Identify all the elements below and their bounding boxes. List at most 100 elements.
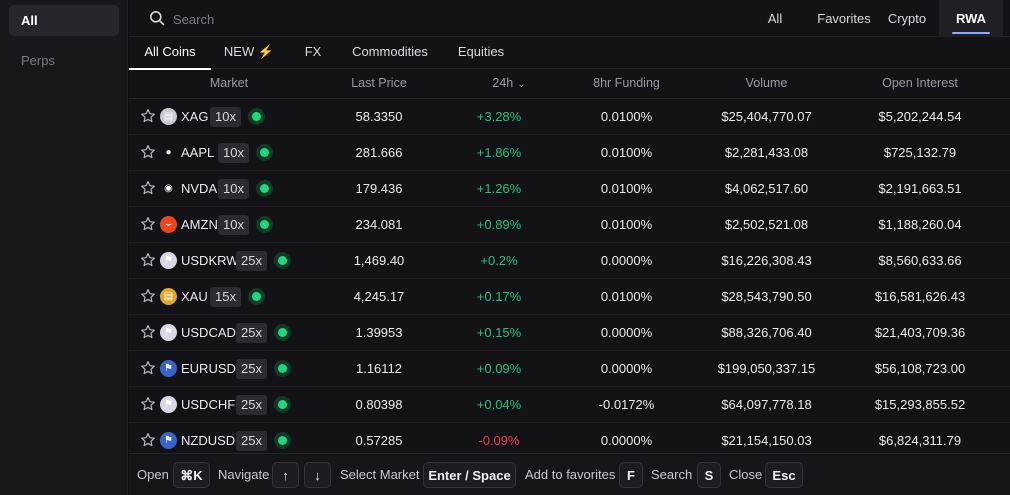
subtab-new[interactable]: NEW ⚡ xyxy=(223,44,275,59)
open-interest: $725,132.79 xyxy=(883,145,957,160)
arrow-up-key: ↑ xyxy=(272,462,299,488)
column-header-funding[interactable]: 8hr Funding xyxy=(593,76,660,90)
leverage-badge: 25x xyxy=(236,323,267,343)
market-symbol: AMZN xyxy=(181,217,218,232)
market-row[interactable]: ▤ XAU 15x 4,245.17 +0.17% 0.0100% $28,543,790.… xyxy=(129,279,1010,315)
search-input[interactable] xyxy=(173,9,613,29)
column-header-open-interest[interactable]: Open Interest xyxy=(882,76,958,90)
market-symbol: USDCHF xyxy=(181,397,236,412)
volume: $2,502,521.08 xyxy=(724,217,809,232)
star-icon[interactable] xyxy=(140,180,156,196)
volume: $28,543,790.50 xyxy=(721,289,812,304)
search-icon xyxy=(150,11,165,26)
leverage-badge: 25x xyxy=(236,359,267,379)
leverage-badge: 25x xyxy=(236,395,267,415)
last-price: 0.80398 xyxy=(355,397,403,412)
star-icon[interactable] xyxy=(140,108,156,124)
change-24h: +1.86% xyxy=(476,145,522,160)
open-interest: $16,581,626.43 xyxy=(874,289,966,304)
market-symbol: XAG xyxy=(181,109,209,124)
tab-all[interactable]: All xyxy=(767,11,783,26)
shortcut-close-label: Close xyxy=(729,467,763,482)
change-24h: -0.09% xyxy=(478,433,520,448)
nzd-usd-flag-icon: ⚑ xyxy=(160,432,177,449)
keyboard-shortcuts-footer: Open ⌘K Navigate ↑ ↓ Select Market Enter… xyxy=(129,453,1010,495)
header-divider xyxy=(129,98,1010,99)
column-header-volume[interactable]: Volume xyxy=(745,76,788,90)
volume: $88,326,706.40 xyxy=(721,325,812,340)
funding-rate: 0.0000% xyxy=(600,361,653,376)
last-price: 281.666 xyxy=(355,145,403,160)
volume: $16,226,308.43 xyxy=(721,253,812,268)
volume: $2,281,433.08 xyxy=(724,145,809,160)
last-price: 1.39953 xyxy=(355,325,403,340)
market-row[interactable]: ⌣ AMZN 10x 234.081 +0.89% 0.0100% $2,502,521.0… xyxy=(129,207,1010,243)
usd-chf-flag-icon: ⚑ xyxy=(160,396,177,413)
last-price: 1.16112 xyxy=(355,361,403,376)
search-bar: All Favorites Crypto RWA xyxy=(129,0,1010,37)
market-row[interactable]: ⚑ USDCAD 25x 1.39953 +0.15% 0.0000% $88,326,70… xyxy=(129,315,1010,351)
silver-icon: ▤ xyxy=(160,108,177,125)
funding-rate: 0.0100% xyxy=(600,217,653,232)
funding-rate: 0.0100% xyxy=(600,289,653,304)
sidebar-item-all[interactable]: All xyxy=(9,5,119,36)
subtab-commodities[interactable]: Commodities xyxy=(352,44,428,59)
chevron-down-icon: ⌄ xyxy=(517,79,526,90)
shortcut-select-key: Enter / Space xyxy=(423,462,516,488)
market-symbol: NZDUSD xyxy=(181,433,236,448)
live-status-dot xyxy=(274,432,291,449)
star-icon[interactable] xyxy=(140,324,156,340)
funding-rate: 0.0000% xyxy=(600,325,653,340)
market-row[interactable]: ⚑ USDKRW 25x 1,469.40 +0.2% 0.0000% $16,226,30… xyxy=(129,243,1010,279)
star-icon[interactable] xyxy=(140,396,156,412)
last-price: 4,245.17 xyxy=(353,289,405,304)
apple-icon: ● xyxy=(160,144,177,161)
column-header-last-price[interactable]: Last Price xyxy=(351,76,407,90)
volume: $199,050,337.15 xyxy=(717,361,816,376)
last-price: 58.3350 xyxy=(355,109,403,124)
market-row[interactable]: ⚑ NZDUSD 25x 0.57285 -0.09% 0.0000% $21,154,15… xyxy=(129,423,1010,459)
shortcut-open-key: ⌘K xyxy=(173,462,210,488)
star-icon[interactable] xyxy=(140,360,156,376)
volume: $64,097,778.18 xyxy=(721,397,812,412)
market-row[interactable]: ⚑ EURUSD 25x 1.16112 +0.09% 0.0000% $199,050,3… xyxy=(129,351,1010,387)
volume: $25,404,770.07 xyxy=(721,109,812,124)
tab-favorites[interactable]: Favorites xyxy=(817,11,871,26)
last-price: 234.081 xyxy=(355,217,403,232)
shortcut-favorite-key: F xyxy=(619,462,643,488)
star-icon[interactable] xyxy=(140,432,156,448)
live-status-dot xyxy=(248,108,265,125)
subtab-equities[interactable]: Equities xyxy=(457,44,505,59)
open-interest: $2,191,663.51 xyxy=(878,181,962,196)
open-interest: $1,188,260.04 xyxy=(878,217,962,232)
live-status-dot xyxy=(274,252,291,269)
star-icon[interactable] xyxy=(140,252,156,268)
shortcut-search-label: Search xyxy=(651,467,693,482)
open-interest: $5,202,244.54 xyxy=(878,109,962,124)
star-icon[interactable] xyxy=(140,288,156,304)
open-interest: $6,824,311.79 xyxy=(878,433,962,448)
sub-tab-bar: All Coins NEW ⚡ FX Commodities Equities xyxy=(129,37,1010,70)
shortcut-open-label: Open xyxy=(137,467,169,482)
tab-crypto[interactable]: Crypto xyxy=(887,11,927,26)
funding-rate: 0.0100% xyxy=(600,109,653,124)
leverage-badge: 25x xyxy=(236,431,267,451)
market-symbol: NVDA xyxy=(181,181,218,196)
change-24h: +0.09% xyxy=(476,361,522,376)
leverage-badge: 25x xyxy=(236,251,267,271)
sidebar-item-perps[interactable]: Perps xyxy=(21,53,55,68)
subtab-fx[interactable]: FX xyxy=(304,44,322,59)
market-row[interactable]: ⚑ USDCHF 25x 0.80398 +0.04% -0.0172% $64,097,7… xyxy=(129,387,1010,423)
column-header-market[interactable]: Market xyxy=(209,76,249,90)
shortcut-close-key: Esc xyxy=(765,462,803,488)
star-icon[interactable] xyxy=(140,144,156,160)
change-24h: +3.28% xyxy=(476,109,522,124)
market-row[interactable]: ◉ NVDA 10x 179.436 +1.26% 0.0100% $4,062,517.6… xyxy=(129,171,1010,207)
market-row[interactable]: ▤ XAG 10x 58.3350 +3.28% 0.0100% $25,404,770.0… xyxy=(129,99,1010,135)
live-status-dot xyxy=(256,216,273,233)
subtab-all-coins[interactable]: All Coins xyxy=(129,37,211,70)
market-row[interactable]: ● AAPL 10x 281.666 +1.86% 0.0100% $2,281,433.0… xyxy=(129,135,1010,171)
tab-rwa[interactable]: RWA xyxy=(939,0,1003,37)
star-icon[interactable] xyxy=(140,216,156,232)
column-header-24h[interactable]: 24h ⌄ xyxy=(449,69,569,98)
